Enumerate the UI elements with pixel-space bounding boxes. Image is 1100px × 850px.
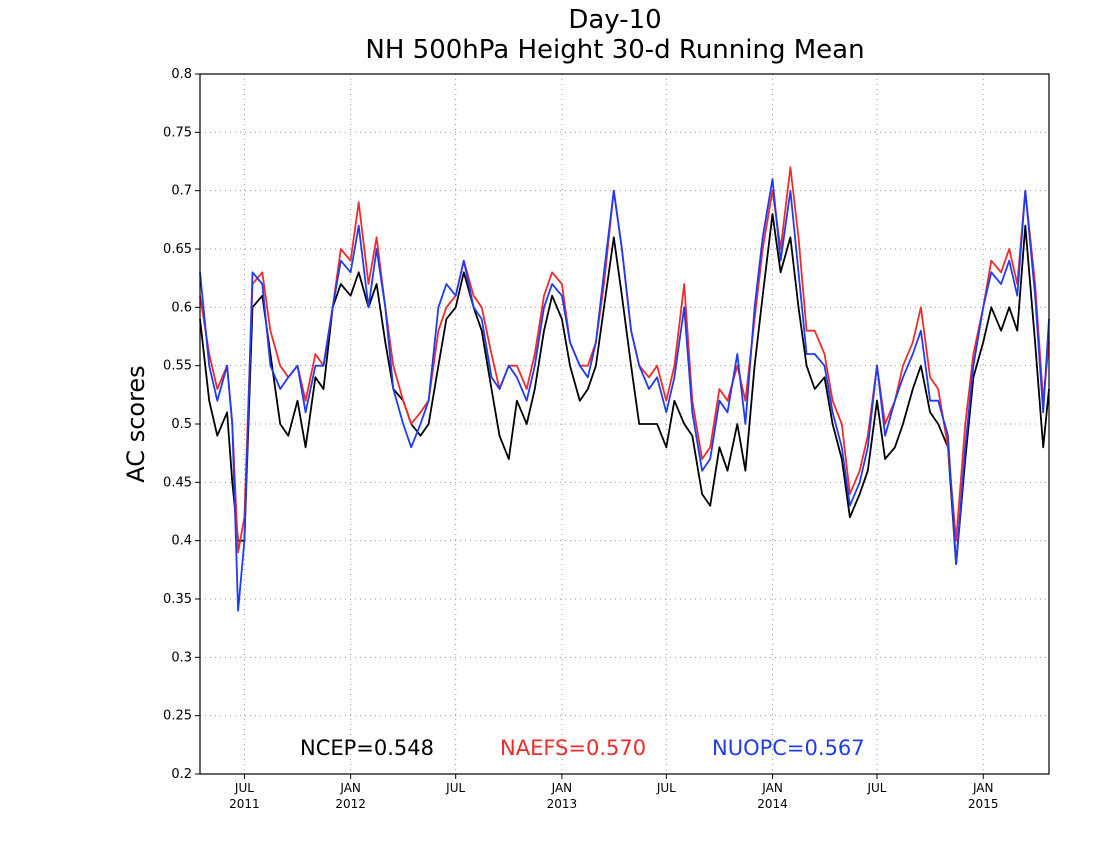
y-tick-label: 0.4 (171, 534, 192, 549)
x-tick-month: JAN (551, 781, 573, 795)
gridlines (200, 74, 1049, 774)
y-tick-label: 0.75 (163, 125, 192, 140)
chart-subtitle: NH 500hPa Height 30-d Running Mean (365, 35, 864, 65)
summary-stats: NCEP=0.548 NAEFS=0.570 NUOPC=0.567 (300, 736, 865, 760)
x-tick-month: JUL (866, 781, 886, 795)
series-line-ncep (199, 213, 1050, 565)
stat-label-1: NAEFS=0.570 (500, 736, 646, 760)
y-axis-ticks: 0.2 0.25 0.3 0.35 0.4 0.45 0.5 0.55 0.6 0.65 0.7 0.… (163, 67, 200, 782)
y-axis-label: AC scores (122, 365, 150, 482)
y-tick-label: 0.55 (163, 359, 192, 374)
y-tick-label: 0.35 (163, 592, 192, 607)
y-tick-label: 0.65 (163, 242, 192, 257)
x-tick-year: 2012 (335, 797, 366, 811)
x-tick-month: JAN (339, 781, 361, 795)
series-line-nuopc (199, 178, 1050, 612)
plot-frame (199, 73, 1050, 775)
x-axis-ticks: JUL 2011 JAN 2012 JUL JAN 2013 JUL JAN 2014 JUL JAN… (229, 774, 998, 811)
stat-label-0: NCEP=0.548 (300, 736, 434, 760)
y-tick-label: 0.8 (171, 67, 192, 82)
y-tick-label: 0.7 (171, 184, 192, 199)
series-lines (199, 166, 1050, 612)
x-tick-month: JUL (234, 781, 254, 795)
y-tick-label: 0.3 (171, 650, 192, 665)
y-tick-label: 0.5 (171, 417, 192, 432)
y-tick-label: 0.2 (171, 767, 192, 782)
x-tick-month: JAN (761, 781, 783, 795)
x-tick-month: JAN (972, 781, 994, 795)
y-tick-label: 0.45 (163, 475, 192, 490)
y-tick-label: 0.25 (163, 709, 192, 724)
x-tick-year: 2013 (547, 797, 578, 811)
y-tick-label: 0.6 (171, 300, 192, 315)
x-tick-month: JUL (445, 781, 465, 795)
x-tick-year: 2011 (229, 797, 260, 811)
x-tick-year: 2015 (968, 797, 999, 811)
stat-label-2: NUOPC=0.567 (712, 736, 865, 760)
x-tick-year: 2014 (757, 797, 788, 811)
chart-title: Day-10 (568, 5, 661, 35)
x-tick-month: JUL (656, 781, 676, 795)
